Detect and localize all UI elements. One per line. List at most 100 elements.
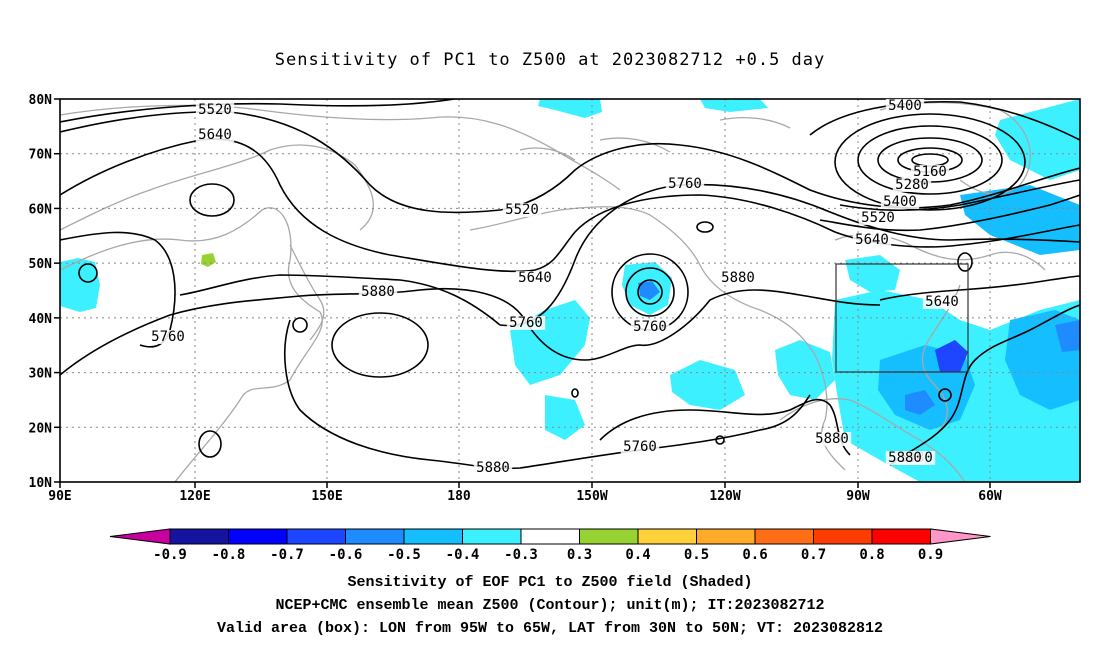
lon-tick-label: 120W	[709, 489, 740, 504]
lat-tick-label: 50N	[29, 257, 53, 272]
colorbar-label: -0.4	[446, 547, 480, 563]
shade-nw-pacific	[60, 258, 100, 312]
contour-label-bg	[858, 211, 898, 225]
contour-label-bg	[922, 295, 962, 309]
contour-label: 5520	[505, 202, 539, 218]
contour-label-bg	[195, 128, 235, 142]
colorbar-label: -0.3	[504, 547, 538, 563]
coast-americas	[779, 398, 966, 482]
contour-label: 5880	[721, 270, 755, 286]
contour-label-bg	[473, 461, 513, 475]
lat-tick-label: 10N	[29, 476, 53, 491]
colorbar-segment	[345, 528, 405, 545]
colorbar-segment	[637, 528, 697, 545]
contour-5880-d	[889, 304, 1080, 466]
contour-label: 5160	[913, 164, 947, 180]
shade-low-core	[638, 281, 660, 300]
plot-frame	[59, 98, 1081, 483]
valid-area-box	[835, 263, 969, 373]
contour-label: 5880	[815, 431, 849, 447]
shade-pacific-s	[545, 395, 585, 440]
lat-tick-label: 60N	[29, 202, 53, 217]
contour-5760-low-3	[637, 279, 663, 305]
shade-canada-ne	[995, 99, 1080, 180]
lat-tick-label: 40N	[29, 312, 53, 327]
contour-label-bg	[195, 103, 235, 117]
colorbar-segment	[696, 528, 756, 545]
contour-label: 5760	[633, 319, 667, 335]
contour-5520-b	[834, 113, 1026, 211]
colorbar-label: 0.4	[625, 547, 650, 563]
contour-label-bg	[665, 177, 705, 191]
colorbar-label: 0.9	[918, 547, 943, 563]
contour-label: 5280	[895, 177, 929, 193]
colorbar-segment	[754, 528, 814, 545]
contour-label: 5880	[888, 450, 922, 466]
coast-asia-1	[60, 207, 323, 482]
colorbar-segment	[579, 528, 639, 545]
lat-tick-label: 30N	[29, 367, 53, 382]
contour-label: 5640	[855, 232, 889, 248]
colorbar	[109, 528, 991, 545]
colorbar-label: 0.5	[684, 547, 709, 563]
colorbar-label: -0.9	[153, 547, 187, 563]
contour-label: 5760	[668, 176, 702, 192]
contour-5880-small2	[571, 388, 579, 398]
lat-tick-label: 80N	[29, 93, 53, 108]
coastlines	[60, 101, 1046, 482]
contour-5880-small	[715, 435, 725, 445]
lat-tick-label: 70N	[29, 148, 53, 163]
lon-tick-label: 90W	[846, 489, 870, 504]
contour-5760-small	[957, 252, 973, 272]
colorbar-label: -0.8	[212, 547, 246, 563]
colorbar-labels: -0.9 -0.8 -0.7 -0.6 -0.5 -0.4 -0.3 0.3 0.4 0.5 0.6…	[153, 547, 943, 563]
shade-atlantic-n	[960, 185, 1080, 255]
contour-label-bg	[358, 285, 398, 299]
contour-label-bg	[620, 440, 660, 454]
contour-label-bg	[148, 330, 188, 344]
contour-5760-low-2	[625, 267, 675, 317]
contour-label: 5880	[361, 284, 395, 300]
lon-tick-label: 150W	[576, 489, 607, 504]
colorbar-segment	[871, 528, 931, 545]
colorbar-segment	[169, 528, 229, 545]
contour-label-bg	[515, 271, 555, 285]
contour-5760-b	[879, 275, 1080, 301]
contour-5880-c	[599, 398, 851, 456]
colorbar-label: 0.8	[859, 547, 884, 563]
shade-arctic	[538, 99, 602, 118]
contour-label: 5760	[509, 315, 543, 331]
z500-contours	[60, 99, 1080, 470]
contour-label-bg	[718, 271, 758, 285]
caption-contour: NCEP+CMC ensemble mean Z500 (Contour); u…	[275, 597, 825, 614]
coast-asia-2	[60, 144, 375, 231]
colorbar-label: 0.7	[801, 547, 826, 563]
colorbar-segment	[520, 528, 580, 545]
lon-tick-label: 180	[447, 489, 471, 504]
colorbar-label: 0.3	[567, 547, 592, 563]
contour-label-bg	[880, 195, 920, 209]
contour-5520-c	[839, 179, 1080, 212]
shade-core-1	[935, 340, 968, 372]
shade-asia-dot	[201, 253, 216, 267]
shade-canada	[845, 255, 900, 292]
contour-label: 5520	[198, 102, 232, 118]
contour-label: 5640	[198, 127, 232, 143]
contour-5880-small3	[938, 388, 952, 402]
contour-label-bg	[506, 316, 546, 330]
contour-label: 5640	[925, 294, 959, 310]
contour-label: 5400	[888, 98, 922, 114]
contour-label: 5400	[883, 194, 917, 210]
coast-alaska	[469, 206, 846, 471]
contour-5880-sw2	[292, 317, 308, 333]
contour-5520-small	[696, 221, 714, 233]
colorbar-segment	[228, 528, 288, 545]
colorbar-label: -0.6	[329, 547, 363, 563]
colorbar-label: -0.7	[270, 547, 304, 563]
contour-5400-c	[809, 100, 1080, 141]
colorbar-left-triangle	[109, 528, 171, 545]
contour-label: 5880	[476, 460, 510, 476]
shade-core-2	[905, 390, 935, 415]
contour-5640-b	[819, 194, 1080, 232]
